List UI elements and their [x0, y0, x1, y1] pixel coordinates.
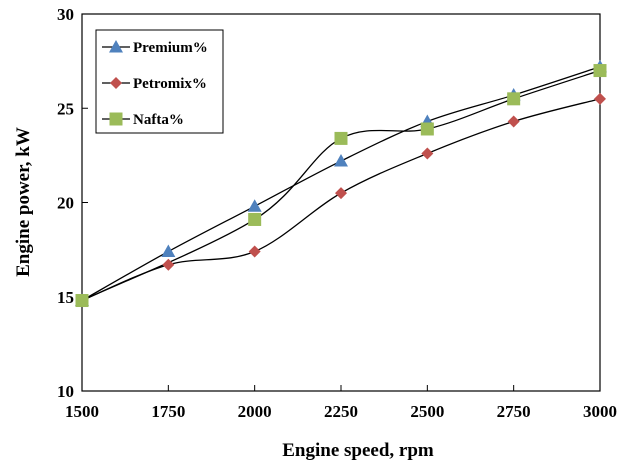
data-point-premium: [334, 154, 348, 167]
x-tick-label: 2500: [410, 402, 444, 421]
data-point-petromix: [335, 187, 347, 200]
data-point-petromix: [507, 115, 520, 128]
x-tick-label: 1500: [65, 402, 99, 421]
y-tick-label: 30: [57, 5, 74, 24]
data-point-nafta: [334, 131, 348, 145]
y-tick-label: 10: [57, 382, 74, 401]
data-point-nafta: [75, 294, 89, 308]
axis-ticks: 1500 1750 2000 2250 2500 2750 3000 10 15 20 25 30: [57, 5, 617, 421]
data-point-nafta: [248, 212, 262, 226]
x-tick-label: 2000: [238, 402, 272, 421]
data-point-premium: [161, 244, 176, 258]
data-point-nafta: [507, 92, 521, 106]
data-point-petromix: [162, 258, 175, 271]
data-point-petromix: [248, 245, 261, 258]
y-tick-label: 25: [57, 99, 74, 118]
legend-label: Nafta%: [133, 112, 184, 128]
legend-label: Premium%: [133, 40, 208, 56]
y-tick-label: 15: [57, 288, 74, 307]
series-layer: [75, 59, 607, 308]
legend: Premium% Petromix% Nafta%: [95, 29, 224, 134]
x-tick-label: 3000: [583, 402, 617, 421]
data-point-petromix: [421, 147, 434, 160]
x-axis-title: Engine speed, rpm: [282, 440, 434, 461]
data-point-petromix: [594, 92, 606, 105]
legend-marker: [109, 112, 123, 126]
legend-marker: [110, 77, 122, 89]
y-tick-label: 20: [57, 194, 74, 213]
x-tick-label: 2750: [497, 402, 531, 421]
y-axis-title: Engine power, kW: [13, 127, 34, 277]
x-tick-label: 1750: [151, 402, 185, 421]
legend-marker: [109, 40, 123, 53]
data-point-nafta: [593, 64, 607, 78]
legend-label: Petromix%: [133, 76, 207, 92]
data-point-premium: [247, 199, 262, 212]
data-point-nafta: [420, 122, 434, 136]
x-tick-label: 2250: [324, 402, 358, 421]
